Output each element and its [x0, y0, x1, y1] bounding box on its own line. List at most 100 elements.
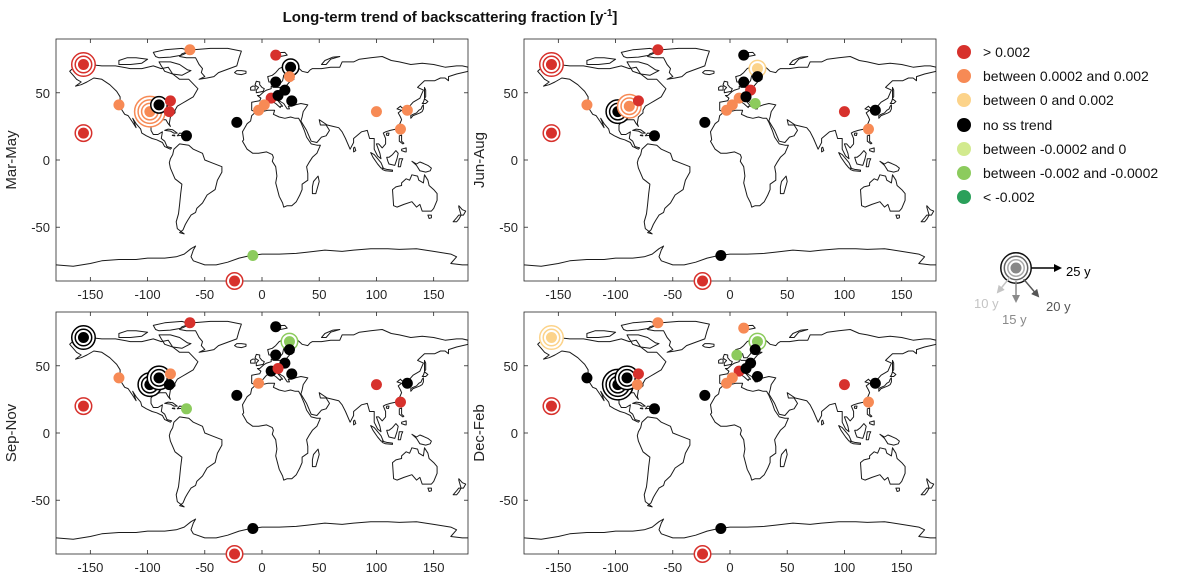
coastline-path: [69, 63, 199, 150]
station-marker: [180, 130, 192, 142]
station-marker: [631, 379, 643, 391]
coastline-path: [56, 518, 468, 540]
y-tick-label: -50: [499, 493, 518, 508]
coastline-path: [889, 371, 897, 377]
coastline-path: [626, 334, 660, 349]
y-axis-label: Sep-Nov: [3, 403, 20, 462]
station-marker: [738, 49, 750, 61]
coastline-path: [353, 146, 357, 153]
coastline-path: [452, 487, 462, 496]
coastline-path: [639, 134, 644, 137]
coastline-path: [865, 158, 872, 168]
y-tick-label: 50: [36, 86, 50, 101]
map-panel-sep-nov: -150 -100 -50 0 50 100 150 -50 0 50 Sep-Nov: [3, 311, 469, 575]
station-dot: [77, 59, 89, 71]
station-dot: [270, 349, 282, 361]
x-tick-label: 50: [780, 287, 794, 302]
station-marker: [394, 123, 406, 135]
map-panel-jun-aug: -150 -100 -50 0 50 100 150 -50 0 50 Jun-Aug: [471, 38, 937, 302]
coastline-path: [242, 109, 321, 208]
station-dot: [738, 49, 750, 61]
x-tick-label: -150: [545, 287, 571, 302]
station-dot: [632, 368, 644, 380]
legend-item: < -0.002: [955, 185, 1158, 209]
station-dot: [285, 61, 297, 73]
station-dot: [749, 98, 761, 110]
coastline-path: [427, 487, 432, 492]
station-marker: [869, 104, 881, 116]
station-marker: [581, 372, 593, 384]
size-label: 20 y: [1046, 299, 1071, 314]
coastline-path: [381, 440, 393, 445]
coastline-path: [869, 420, 875, 426]
station-marker: [184, 44, 196, 56]
station-marker: [231, 389, 243, 401]
category-legend: > 0.002 between 0.0002 and 0.002 between…: [955, 40, 1158, 209]
coastline-path: [311, 175, 320, 195]
coastline-path: [458, 205, 467, 216]
station-dot: [270, 49, 282, 61]
coastline-path: [537, 63, 667, 150]
coastline-path: [853, 132, 858, 136]
coastline-path: [311, 448, 320, 468]
x-tick-label: 0: [726, 560, 733, 575]
coastline-path: [168, 143, 223, 235]
coastline-path: [879, 160, 900, 173]
station-marker: [253, 377, 265, 389]
station-marker: [280, 332, 299, 351]
station-marker: [70, 325, 96, 351]
coastline-path: [789, 329, 809, 338]
x-tick-label: 0: [258, 560, 265, 575]
coastline-path: [854, 423, 867, 439]
station-dot: [738, 322, 750, 334]
coastline-path: [452, 214, 462, 223]
station-marker: [632, 95, 644, 107]
station-dot: [77, 127, 89, 139]
station-marker: [838, 106, 850, 118]
coastline-path: [636, 143, 691, 235]
station-dot: [623, 100, 635, 112]
legend-swatch: [957, 117, 971, 132]
station-marker: [163, 106, 175, 118]
x-tick-label: -100: [603, 287, 629, 302]
station-marker: [699, 389, 711, 401]
station-dot: [838, 379, 850, 391]
station-dot: [862, 396, 874, 408]
station-dot: [283, 336, 295, 348]
station-marker: [74, 124, 93, 143]
station-marker: [581, 99, 593, 111]
x-tick-label: 50: [780, 560, 794, 575]
legend-item: no ss trend: [955, 113, 1158, 137]
station-dot: [740, 362, 752, 374]
size-label: 25 y: [1066, 264, 1091, 279]
station-marker: [632, 368, 644, 380]
x-tick-label: -50: [663, 287, 682, 302]
coastline-path: [586, 57, 617, 65]
coastline-path: [401, 147, 407, 153]
y-tick-label: -50: [499, 220, 518, 235]
map-panel-mar-may: -150 -100 -50 0 50 100 150 -50 0 50 Mar-May: [3, 38, 469, 302]
station-marker: [648, 403, 660, 415]
x-tick-label: 0: [726, 287, 733, 302]
coastline-path: [158, 334, 192, 349]
legend-label: > 0.002: [983, 44, 1031, 61]
station-marker: [70, 52, 96, 78]
y-axis-label: Mar-May: [3, 130, 20, 190]
x-tick-label: -50: [195, 560, 214, 575]
station-dot: [253, 104, 265, 116]
x-tick-label: 150: [423, 287, 445, 302]
station-marker: [699, 116, 711, 128]
coastline-path: [926, 205, 935, 216]
coastline-path: [722, 80, 733, 94]
station-marker: [715, 249, 727, 261]
station-marker: [231, 116, 243, 128]
station-dot: [270, 76, 282, 88]
size-dot: [1010, 262, 1022, 274]
station-marker: [164, 368, 176, 380]
coastlines: [524, 47, 936, 267]
station-dot: [631, 379, 643, 391]
x-tick-label: -100: [135, 560, 161, 575]
x-tick-label: 150: [891, 287, 913, 302]
coastline-path: [242, 382, 321, 481]
station-marker: [693, 545, 712, 563]
